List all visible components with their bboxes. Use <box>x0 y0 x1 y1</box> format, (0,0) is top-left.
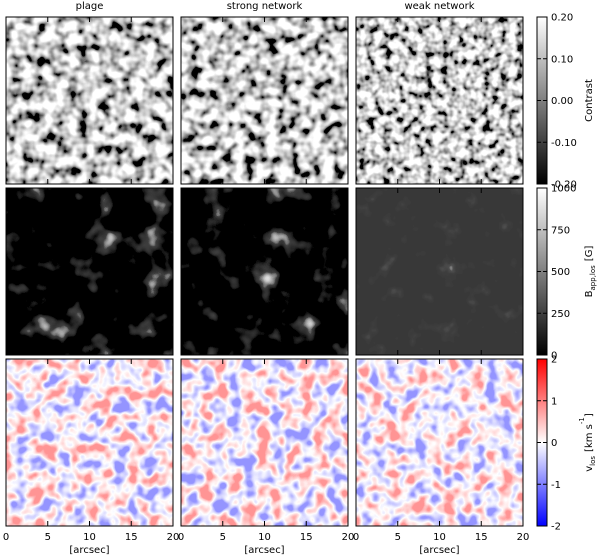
image-panel <box>356 17 523 184</box>
image-panel <box>356 188 523 355</box>
image-panel <box>181 188 348 355</box>
x-tick-label: 10 <box>258 532 271 543</box>
x-axis-label: [arcsec] <box>419 545 459 556</box>
colorbar-label-part: los <box>589 456 597 466</box>
x-tick-label: 5 <box>395 532 401 543</box>
colorbar-tick-label: 1 <box>551 396 557 407</box>
colorbar-label-part: ] <box>584 413 595 417</box>
x-tick-label: 5 <box>45 532 51 543</box>
colorbar-tick-label: 750 <box>551 225 570 236</box>
colorbar-tick-label: -2 <box>551 522 561 533</box>
column-title: strong network <box>227 1 303 12</box>
colorbar-label: Bapp,los [G] <box>584 246 597 298</box>
colorbar-label-part: v <box>584 466 595 472</box>
image-panel <box>356 359 523 526</box>
colorbar-label-part: -1 <box>578 417 586 424</box>
colorbar-label-part: [km s <box>584 424 595 452</box>
colorbar-tick-label: 0 <box>551 438 557 449</box>
x-tick-label: 10 <box>433 532 446 543</box>
colorbar-tick-label: -1 <box>551 480 561 491</box>
x-tick-label: 10 <box>83 532 96 543</box>
colorbar-tick-label: 500 <box>551 267 570 278</box>
colorbar-label-part: Contrast <box>584 79 595 122</box>
colorbar-tick-label: 0.10 <box>551 54 573 65</box>
image-panel <box>6 188 173 355</box>
x-tick-label: 15 <box>300 532 313 543</box>
image-panel <box>6 359 173 526</box>
image-panel <box>6 17 173 184</box>
colorbar-tick-label: 0.20 <box>551 13 573 24</box>
x-tick-label: 20 <box>167 532 180 543</box>
image-panel <box>181 359 348 526</box>
x-axis-label: [arcsec] <box>69 545 109 556</box>
x-tick-label: 20 <box>517 532 530 543</box>
x-axis-label: [arcsec] <box>244 545 284 556</box>
image-panel <box>181 17 348 184</box>
colorbar-tick-label: 0 <box>551 351 557 362</box>
x-tick-label: 15 <box>475 532 488 543</box>
colorbar-tick-label: -0.10 <box>551 138 577 149</box>
colorbar-tick-label: 1000 <box>551 184 576 195</box>
x-tick-label: 20 <box>342 532 355 543</box>
x-tick-label: 0 <box>178 532 184 543</box>
x-tick-label: 15 <box>125 532 138 543</box>
colorbar-tick-label: 250 <box>551 309 570 320</box>
colorbar-label-part: [G] <box>584 246 595 262</box>
column-title: plage <box>76 1 104 12</box>
x-tick-label: 5 <box>220 532 226 543</box>
colorbar-label-part: app,los <box>589 265 597 291</box>
colorbar-label-part: B <box>584 290 595 297</box>
colorbar-tick-label: -0.20 <box>551 180 577 191</box>
colorbar-tick-label: 0.00 <box>551 96 573 107</box>
colorbar-tick-label: 2 <box>551 355 557 366</box>
x-tick-label: 0 <box>3 532 9 543</box>
x-tick-label: 0 <box>353 532 359 543</box>
colorbar-label: vlos [km s-1] <box>578 413 597 472</box>
colorbar-label: Contrast <box>584 79 595 122</box>
column-title: weak network <box>404 1 474 12</box>
